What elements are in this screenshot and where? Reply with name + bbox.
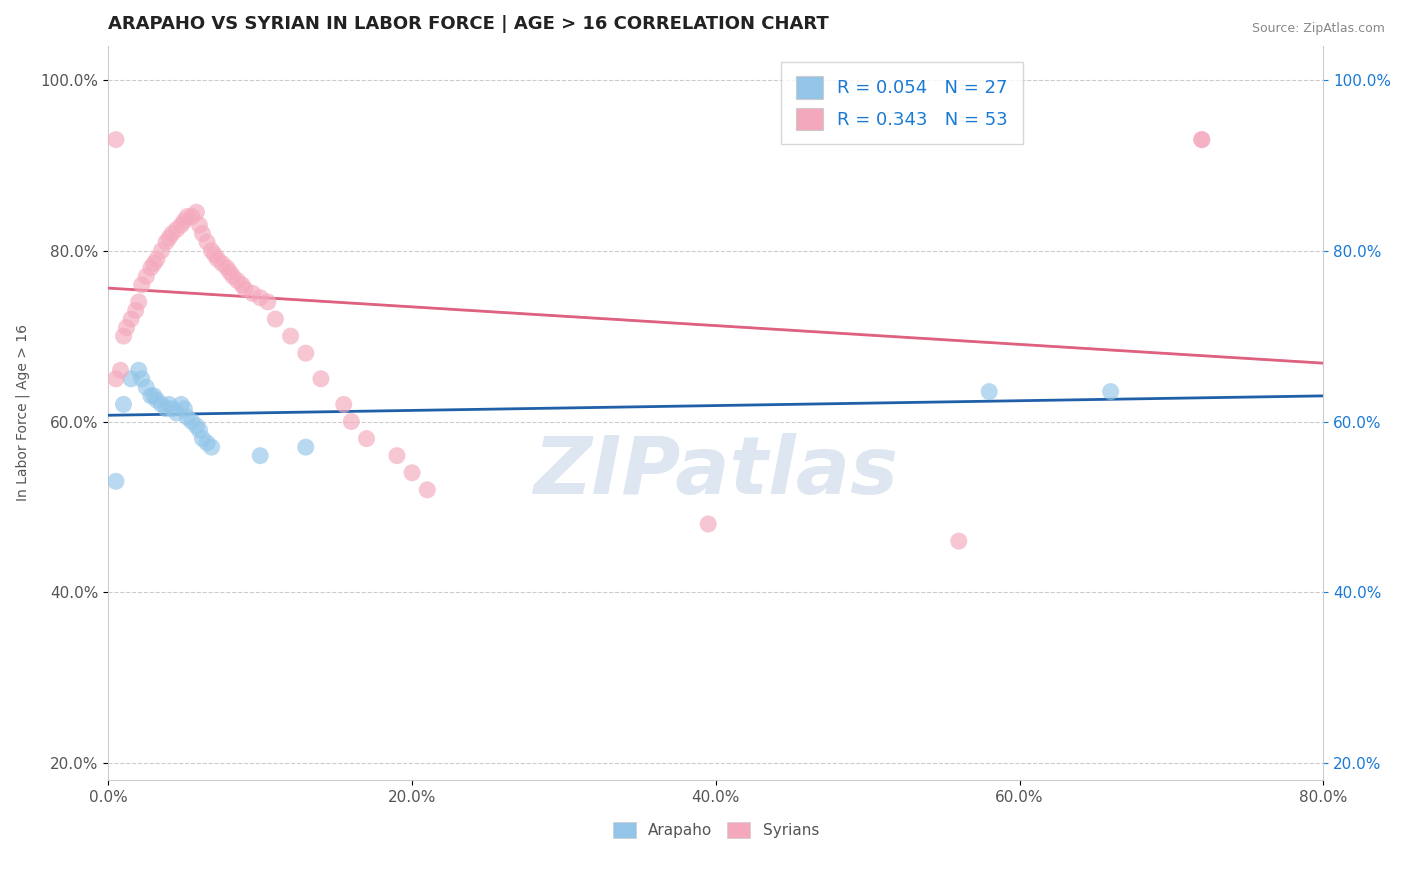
Point [112, 397, 135, 411]
Point [142, 389, 165, 403]
Point [294, 346, 316, 360]
Point [218, 265, 240, 279]
Point [180, 415, 202, 429]
Point [150, 397, 173, 411]
Point [131, 372, 153, 386]
Point [309, 372, 332, 386]
Point [256, 294, 278, 309]
Point [340, 415, 363, 429]
Point [146, 393, 169, 408]
Legend: Arapaho, Syrians: Arapaho, Syrians [605, 814, 827, 847]
Point [207, 252, 229, 267]
Point [115, 320, 138, 334]
Point [104, 133, 127, 147]
Point [128, 363, 150, 377]
Point [191, 432, 214, 446]
Point [416, 483, 439, 497]
Point [139, 389, 162, 403]
Point [201, 440, 224, 454]
Point [226, 274, 249, 288]
Text: ARAPAHO VS SYRIAN IN LABOR FORCE | AGE > 16 CORRELATION CHART: ARAPAHO VS SYRIAN IN LABOR FORCE | AGE >… [108, 15, 830, 33]
Point [166, 222, 188, 236]
Point [135, 380, 157, 394]
Point [697, 516, 720, 531]
Point [280, 329, 302, 343]
Point [150, 244, 173, 258]
Point [135, 269, 157, 284]
Point [160, 401, 183, 416]
Point [1191, 133, 1213, 147]
Point [173, 214, 195, 228]
Point [120, 372, 142, 386]
Y-axis label: In Labor Force | Age > 16: In Labor Force | Age > 16 [15, 325, 30, 501]
Point [142, 256, 165, 270]
Point [186, 205, 208, 219]
Point [166, 406, 188, 420]
Point [131, 277, 153, 292]
Point [120, 312, 142, 326]
Point [104, 475, 127, 489]
Point [264, 312, 287, 326]
Point [215, 260, 238, 275]
Point [173, 401, 195, 416]
Point [110, 363, 132, 377]
Point [979, 384, 1001, 399]
Point [249, 449, 271, 463]
Point [176, 210, 198, 224]
Point [191, 227, 214, 241]
Point [186, 418, 208, 433]
Text: ZIPatlas: ZIPatlas [533, 433, 898, 511]
Point [157, 397, 180, 411]
Point [385, 449, 408, 463]
Point [242, 286, 264, 301]
Point [948, 534, 970, 549]
Point [195, 235, 218, 249]
Point [356, 432, 378, 446]
Point [139, 260, 162, 275]
Point [1191, 133, 1213, 147]
Point [222, 269, 245, 284]
Point [188, 218, 211, 232]
Point [204, 248, 226, 262]
Point [146, 252, 169, 267]
Text: Source: ZipAtlas.com: Source: ZipAtlas.com [1251, 22, 1385, 36]
Point [188, 423, 211, 437]
Point [1099, 384, 1122, 399]
Point [160, 227, 183, 241]
Point [170, 397, 193, 411]
Point [233, 282, 256, 296]
Point [112, 329, 135, 343]
Point [332, 397, 354, 411]
Point [294, 440, 316, 454]
Point [155, 401, 177, 416]
Point [170, 218, 193, 232]
Point [201, 244, 224, 258]
Point [176, 410, 198, 425]
Point [401, 466, 423, 480]
Point [231, 277, 253, 292]
Point [155, 235, 177, 249]
Point [157, 231, 180, 245]
Point [195, 435, 218, 450]
Point [211, 256, 233, 270]
Point [104, 372, 127, 386]
Point [180, 210, 202, 224]
Point [124, 303, 146, 318]
Point [128, 294, 150, 309]
Point [249, 291, 271, 305]
